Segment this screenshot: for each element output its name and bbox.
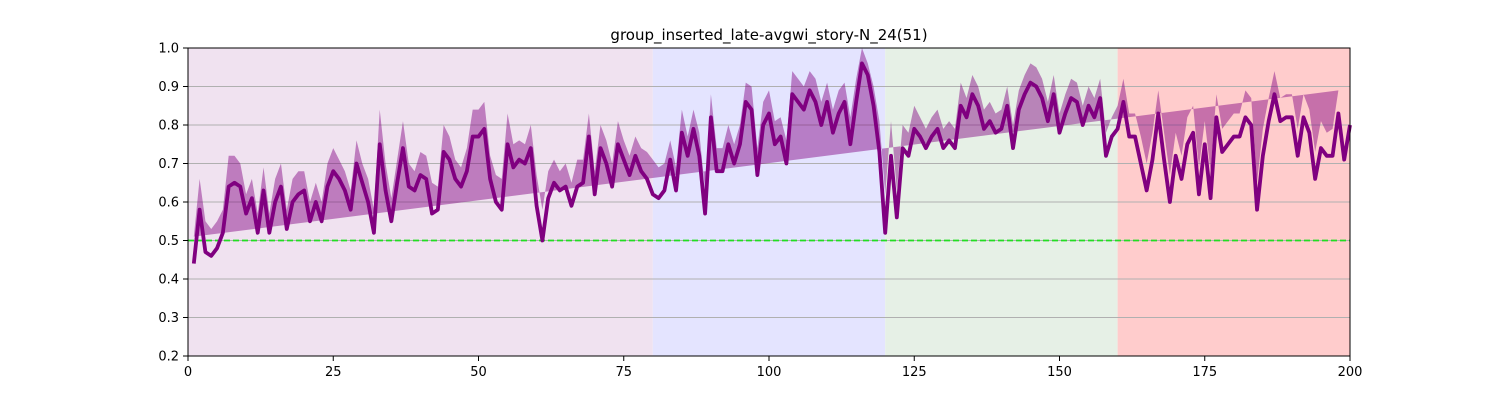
series-line <box>191 61 1352 264</box>
x-tick-label-5: 125 <box>902 365 927 380</box>
x-tick-label-8: 200 <box>1338 365 1363 380</box>
y-tick-label-6: 0.8 <box>158 119 179 134</box>
y-axis: 0.2 0.3 0.4 0.5 0.6 0.7 0.8 0.9 1.0 <box>158 42 188 365</box>
x-tick-label-4: 100 <box>757 365 782 380</box>
y-tick-label-2: 0.4 <box>158 273 179 288</box>
x-tick-label-2: 50 <box>470 365 487 380</box>
x-tick-label-3: 75 <box>615 365 632 380</box>
series-line-group <box>191 61 1352 264</box>
y-tick-label-5: 0.7 <box>158 157 179 172</box>
y-tick-label-7: 0.9 <box>158 80 179 95</box>
x-axis: 0 25 50 75 100 125 150 175 200 <box>184 356 1363 380</box>
x-tick-label-1: 25 <box>325 365 342 380</box>
chart-title: group_inserted_late-avgwi_story-N_24(51) <box>610 26 927 45</box>
y-tick-label-0: 0.2 <box>158 350 179 365</box>
y-tick-label-1: 0.3 <box>158 311 179 326</box>
y-tick-label-8: 1.0 <box>158 42 179 57</box>
y-tick-label-4: 0.6 <box>158 196 179 211</box>
x-tick-label-7: 175 <box>1192 365 1217 380</box>
x-tick-label-0: 0 <box>184 365 192 380</box>
x-tick-label-6: 150 <box>1047 365 1072 380</box>
y-tick-label-3: 0.5 <box>158 234 179 249</box>
